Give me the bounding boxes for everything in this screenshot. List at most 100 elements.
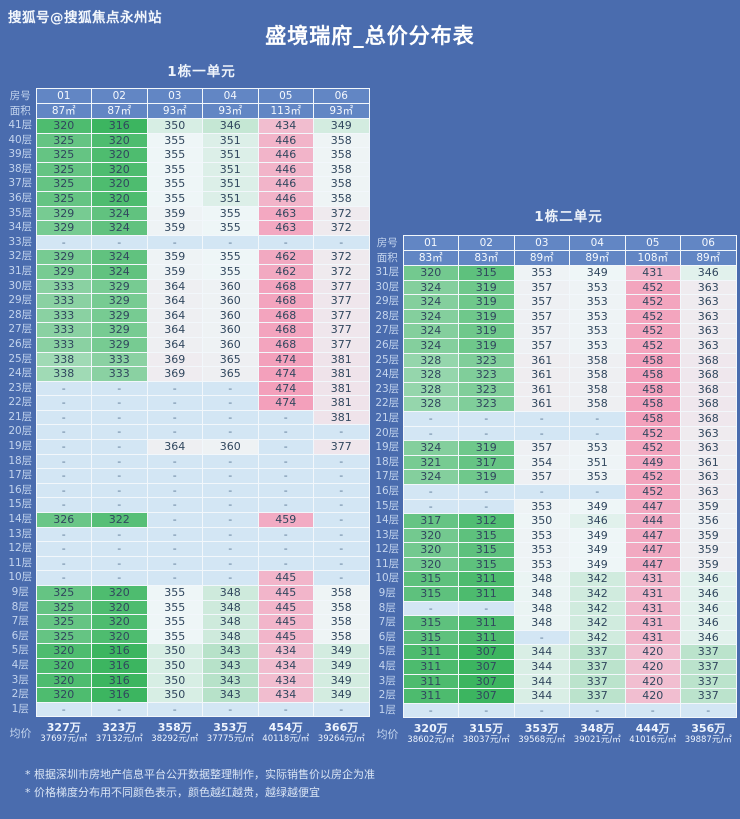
price-cell: 420 (624, 673, 681, 690)
empty-cell: - (146, 701, 203, 718)
price-cell: 333 (35, 278, 92, 295)
price-cell: 337 (569, 659, 626, 675)
price-cell: 365 (202, 351, 259, 368)
empty-cell: - (35, 453, 92, 470)
price-cell: 354 (513, 454, 570, 471)
empty-cell: - (202, 409, 259, 426)
area-cell: 93㎡ (202, 103, 259, 119)
price-cell: 344 (513, 688, 570, 704)
empty-cell: - (402, 425, 459, 442)
price-cell: 323 (458, 352, 515, 369)
empty-cell: - (91, 424, 148, 441)
price-cell: 363 (680, 308, 737, 325)
price-cell: 434 (257, 657, 314, 674)
price-cell: 320 (35, 672, 92, 689)
empty-cell: - (146, 526, 203, 543)
price-cell: 325 (35, 147, 92, 163)
floor-label: 28层 (375, 309, 400, 322)
price-cell: 333 (35, 293, 92, 309)
price-cell: 447 (624, 542, 681, 558)
price-cell: 357 (513, 337, 570, 354)
price-cell: 381 (313, 409, 370, 426)
price-cell: 349 (313, 657, 370, 674)
empty-cell: - (91, 409, 148, 426)
floor-label: 22层 (8, 396, 33, 409)
price-cell: 324 (402, 279, 459, 296)
price-cell: 359 (146, 205, 203, 222)
unit-title-1: 1栋一单元 (167, 64, 236, 80)
price-cell: 325 (35, 599, 92, 616)
price-cell: 381 (313, 380, 370, 397)
price-cell: 323 (458, 381, 515, 398)
price-cell: 316 (91, 672, 148, 689)
avg-unit-price: 39264元/㎡ (317, 734, 365, 745)
price-cell: 315 (402, 615, 459, 631)
price-cell: 325 (35, 628, 92, 645)
empty-cell: - (202, 541, 259, 557)
price-cell: 353 (569, 308, 626, 325)
price-cell: 463 (257, 205, 314, 222)
price-cell: 364 (146, 439, 203, 455)
floor-label: 1层 (11, 702, 29, 715)
price-cell: 431 (624, 265, 681, 281)
price-cell: 420 (624, 644, 681, 661)
price-cell: 372 (313, 220, 370, 236)
empty-cell: - (35, 701, 92, 718)
price-cell: 358 (313, 176, 370, 192)
floor-label: 9层 (378, 587, 396, 600)
price-cell: 324 (402, 337, 459, 354)
price-cell: 349 (569, 265, 626, 281)
price-cell: 349 (569, 527, 626, 544)
room-header-cell: 02 (91, 88, 148, 104)
price-cell: 320 (35, 687, 92, 703)
floor-label: 5层 (11, 644, 29, 657)
price-cell: 364 (146, 322, 203, 338)
avg-row-1: 均价 327万 37697元/㎡ 323万 37132元/㎡ 358万 38292元/㎡ 35… (5, 721, 370, 744)
price-cell: 344 (513, 673, 570, 690)
price-cell: 452 (624, 337, 681, 354)
empty-cell: - (146, 453, 203, 470)
price-cell: 348 (513, 600, 570, 617)
price-cell: 324 (402, 308, 459, 325)
price-cell: 320 (91, 132, 148, 149)
price-cell: 320 (402, 527, 459, 544)
price-cell: 338 (35, 351, 92, 368)
price-cell: 343 (202, 672, 259, 689)
price-cell: 351 (202, 176, 259, 192)
empty-cell: - (35, 555, 92, 572)
room-header-cell: 06 (680, 235, 737, 251)
empty-cell: - (458, 425, 515, 442)
floor-label: 31层 (8, 264, 33, 277)
price-cell: 431 (624, 600, 681, 617)
price-cell: 320 (402, 556, 459, 573)
floor-label: 40层 (8, 133, 33, 146)
price-cell: 351 (569, 454, 626, 471)
price-cell: 447 (624, 556, 681, 573)
floor-label: 8层 (378, 601, 396, 614)
price-cell: 323 (458, 396, 515, 412)
price-cell: 377 (313, 439, 370, 455)
empty-cell: - (91, 482, 148, 499)
floor-label: 27层 (375, 324, 400, 337)
price-cell: 447 (624, 498, 681, 515)
empty-cell: - (35, 380, 92, 397)
avg-unit-price: 37697元/㎡ (40, 734, 88, 745)
floor-label: 16层 (375, 484, 400, 497)
price-cell: 357 (513, 308, 570, 325)
price-cell: 355 (146, 585, 203, 601)
floor-label: 16层 (8, 483, 33, 496)
price-cell: 368 (680, 381, 737, 398)
floor-label: 24层 (8, 367, 33, 380)
avg-total: 353万 (213, 721, 248, 735)
floor-label: 18层 (375, 455, 400, 468)
floor-label: 21层 (375, 411, 400, 424)
empty-cell: - (257, 482, 314, 499)
price-cell: 474 (257, 380, 314, 397)
floor-label: 28层 (8, 308, 33, 321)
floor-label: 22层 (375, 397, 400, 410)
price-cell: 348 (513, 586, 570, 602)
area-cell: 89㎡ (569, 250, 626, 266)
price-cell: 311 (402, 659, 459, 675)
floor-label: 38层 (8, 162, 33, 175)
price-cell: 468 (257, 278, 314, 295)
